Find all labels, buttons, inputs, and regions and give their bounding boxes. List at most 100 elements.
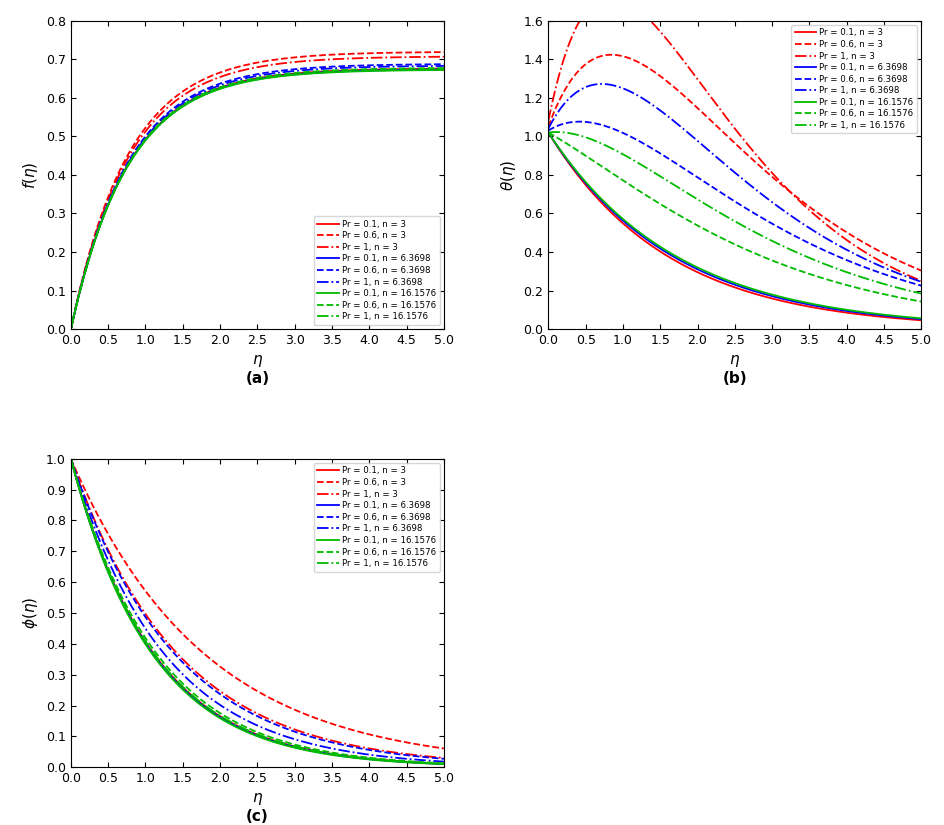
Y-axis label: $\phi(\eta)$: $\phi(\eta)$ xyxy=(22,596,41,629)
X-axis label: $\eta$: $\eta$ xyxy=(729,352,740,369)
Pr = 0.6, n = 6.3698 xyxy=(160,109,172,119)
Pr = 1, n = 6.3698 xyxy=(609,81,620,91)
Pr = 0.1, n = 3 xyxy=(285,69,296,79)
Pr = 0.6, n = 3 xyxy=(609,50,620,60)
Pr = 1, n = 3 xyxy=(438,52,449,62)
Pr = 1, n = 6.3698 xyxy=(438,61,449,71)
Pr = 0.1, n = 6.3698 xyxy=(346,752,357,762)
Pr = 0.1, n = 16.1576 xyxy=(131,625,143,635)
Pr = 1, n = 3 xyxy=(65,454,76,464)
Pr = 0.6, n = 6.3698 xyxy=(638,139,649,149)
Pr = 1, n = 6.3698 xyxy=(131,144,143,154)
Pr = 1, n = 6.3698 xyxy=(712,153,723,163)
Pr = 1, n = 3 xyxy=(542,116,553,126)
Pr = 1, n = 6.3698 xyxy=(542,124,553,134)
Line: Pr = 1, n = 6.3698: Pr = 1, n = 6.3698 xyxy=(548,84,920,282)
Pr = 1, n = 16.1576 xyxy=(638,162,649,172)
Pr = 0.6, n = 16.1576 xyxy=(314,746,326,756)
Pr = 0.6, n = 6.3698 xyxy=(763,217,774,227)
Pr = 0.1, n = 3 xyxy=(791,299,802,309)
Pr = 0.6, n = 16.1576 xyxy=(542,128,553,138)
Pr = 0.1, n = 16.1576 xyxy=(314,68,326,78)
Line: Pr = 0.6, n = 6.3698: Pr = 0.6, n = 6.3698 xyxy=(71,459,444,759)
Pr = 0.6, n = 3 xyxy=(823,216,834,226)
Pr = 0.1, n = 6.3698 xyxy=(131,625,143,634)
Pr = 0.6, n = 3 xyxy=(285,703,296,713)
Pr = 0.1, n = 6.3698 xyxy=(131,146,143,156)
Pr = 0.1, n = 6.3698 xyxy=(234,78,245,87)
Pr = 0.1, n = 3 xyxy=(131,623,143,633)
Pr = 1, n = 6.3698 xyxy=(638,95,649,105)
Pr = 1, n = 16.1576 xyxy=(438,759,449,769)
Pr = 1, n = 3 xyxy=(160,103,172,113)
Pr = 1, n = 3 xyxy=(346,54,357,64)
Text: (b): (b) xyxy=(722,371,747,386)
Pr = 0.1, n = 3 xyxy=(638,236,649,246)
Pr = 1, n = 16.1576 xyxy=(314,68,326,78)
Pr = 1, n = 16.1576 xyxy=(346,752,357,761)
Pr = 0.1, n = 3 xyxy=(234,77,245,87)
Pr = 0.6, n = 16.1576 xyxy=(346,751,357,761)
Pr = 1, n = 6.3698 xyxy=(596,79,607,89)
Pr = 0.6, n = 3 xyxy=(542,122,553,132)
Pr = 1, n = 3 xyxy=(823,223,834,233)
Line: Pr = 1, n = 6.3698: Pr = 1, n = 6.3698 xyxy=(71,66,444,329)
Pr = 1, n = 3 xyxy=(346,740,357,750)
Pr = 1, n = 16.1576 xyxy=(65,454,76,464)
Pr = 0.1, n = 3 xyxy=(160,665,172,675)
Pr = 0.1, n = 3 xyxy=(234,722,245,732)
Y-axis label: $f(\eta)$: $f(\eta)$ xyxy=(22,161,41,189)
Pr = 0.6, n = 16.1576 xyxy=(314,66,326,76)
Pr = 0.6, n = 3 xyxy=(915,266,926,276)
Pr = 1, n = 6.3698 xyxy=(346,747,357,757)
Pr = 0.6, n = 6.3698 xyxy=(314,734,326,744)
Pr = 0.1, n = 16.1576 xyxy=(234,724,245,733)
Pr = 1, n = 6.3698 xyxy=(314,741,326,751)
Pr = 0.1, n = 3 xyxy=(438,64,449,73)
Pr = 0.1, n = 6.3698 xyxy=(438,759,449,769)
Pr = 1, n = 3 xyxy=(604,0,615,2)
Pr = 0.1, n = 16.1576 xyxy=(608,206,619,216)
Pr = 0.6, n = 16.1576 xyxy=(346,64,357,74)
Pr = 0.1, n = 3 xyxy=(285,741,296,751)
Pr = 1, n = 3 xyxy=(609,0,620,2)
Pr = 0.6, n = 3 xyxy=(763,169,774,179)
Line: Pr = 0.1, n = 6.3698: Pr = 0.1, n = 6.3698 xyxy=(71,69,444,329)
Pr = 0.6, n = 6.3698 xyxy=(573,116,584,126)
Pr = 1, n = 6.3698 xyxy=(131,610,143,620)
Pr = 0.1, n = 6.3698 xyxy=(762,290,773,300)
Line: Pr = 1, n = 16.1576: Pr = 1, n = 16.1576 xyxy=(548,132,920,294)
Line: Pr = 0.1, n = 3: Pr = 0.1, n = 3 xyxy=(548,133,920,320)
Pr = 0.6, n = 16.1576 xyxy=(65,324,76,334)
Pr = 1, n = 6.3698 xyxy=(285,733,296,743)
Pr = 0.6, n = 16.1576 xyxy=(762,254,773,264)
Pr = 0.6, n = 6.3698 xyxy=(346,742,357,752)
Pr = 0.1, n = 3 xyxy=(65,454,76,464)
Text: (a): (a) xyxy=(245,371,269,386)
Pr = 1, n = 6.3698 xyxy=(234,75,245,85)
Pr = 0.1, n = 3 xyxy=(711,276,722,285)
Pr = 1, n = 3 xyxy=(234,699,245,709)
Pr = 1, n = 3 xyxy=(234,66,245,76)
Pr = 1, n = 6.3698 xyxy=(438,757,449,766)
Pr = 0.6, n = 3 xyxy=(65,454,76,464)
Pr = 0.1, n = 3 xyxy=(346,65,357,75)
Pr = 1, n = 6.3698 xyxy=(314,64,326,74)
Pr = 1, n = 16.1576 xyxy=(234,722,245,732)
Pr = 0.1, n = 6.3698 xyxy=(638,233,649,243)
Pr = 0.1, n = 16.1576 xyxy=(915,314,926,323)
Pr = 0.1, n = 6.3698 xyxy=(711,273,722,283)
Pr = 1, n = 6.3698 xyxy=(65,324,76,334)
Pr = 1, n = 3 xyxy=(314,55,326,65)
Pr = 1, n = 16.1576 xyxy=(792,248,803,258)
Pr = 0.6, n = 6.3698 xyxy=(65,454,76,464)
Pr = 1, n = 6.3698 xyxy=(823,235,834,245)
Pr = 1, n = 16.1576 xyxy=(763,234,774,244)
Pr = 1, n = 6.3698 xyxy=(763,195,774,205)
Pr = 0.1, n = 6.3698 xyxy=(285,741,296,751)
Line: Pr = 0.1, n = 3: Pr = 0.1, n = 3 xyxy=(71,459,444,764)
Pr = 1, n = 16.1576 xyxy=(609,145,620,155)
Pr = 0.1, n = 16.1576 xyxy=(438,759,449,769)
Pr = 0.1, n = 3 xyxy=(346,752,357,761)
Line: Pr = 0.6, n = 3: Pr = 0.6, n = 3 xyxy=(71,52,444,329)
